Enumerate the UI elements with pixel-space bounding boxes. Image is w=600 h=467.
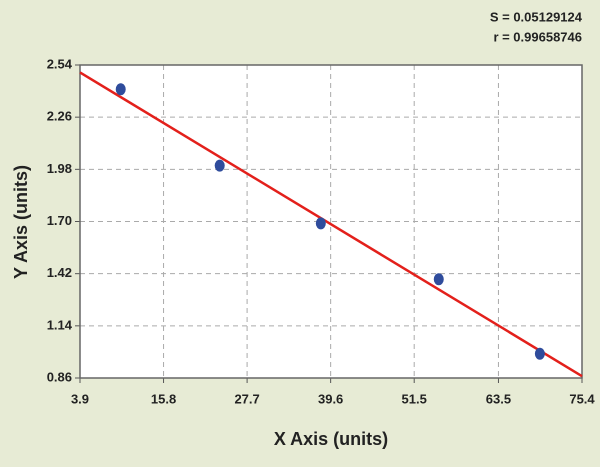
y-tick-label: 1.42 xyxy=(47,265,72,280)
x-tick-label: 15.8 xyxy=(151,391,176,406)
x-tick-label: 3.9 xyxy=(71,391,89,406)
fit-line xyxy=(79,71,583,378)
x-axis-title: X Axis (units) xyxy=(274,429,388,449)
x-tick-label: 39.6 xyxy=(318,391,343,406)
y-tick-label: 1.70 xyxy=(47,213,72,228)
y-tick-label: 1.14 xyxy=(47,317,73,332)
y-tick-label: 0.86 xyxy=(47,369,72,384)
point xyxy=(115,83,126,96)
point xyxy=(315,217,326,230)
point xyxy=(433,273,444,286)
x-tick-label: 75.4 xyxy=(569,391,595,406)
y-tick-label: 2.54 xyxy=(47,56,73,71)
point xyxy=(214,159,225,172)
x-tick-label: 51.5 xyxy=(402,391,427,406)
annotation: r = 0.99658746 xyxy=(493,29,582,44)
x-tick-label: 27.7 xyxy=(234,391,259,406)
y-axis-title: Y Axis (units) xyxy=(11,165,31,279)
plot-border xyxy=(79,64,583,379)
y-tick-label: 2.26 xyxy=(47,109,72,124)
x-tick-label: 63.5 xyxy=(486,391,511,406)
annotation: S = 0.05129124 xyxy=(490,9,583,24)
point xyxy=(534,347,545,360)
y-tick-label: 1.98 xyxy=(47,161,72,176)
